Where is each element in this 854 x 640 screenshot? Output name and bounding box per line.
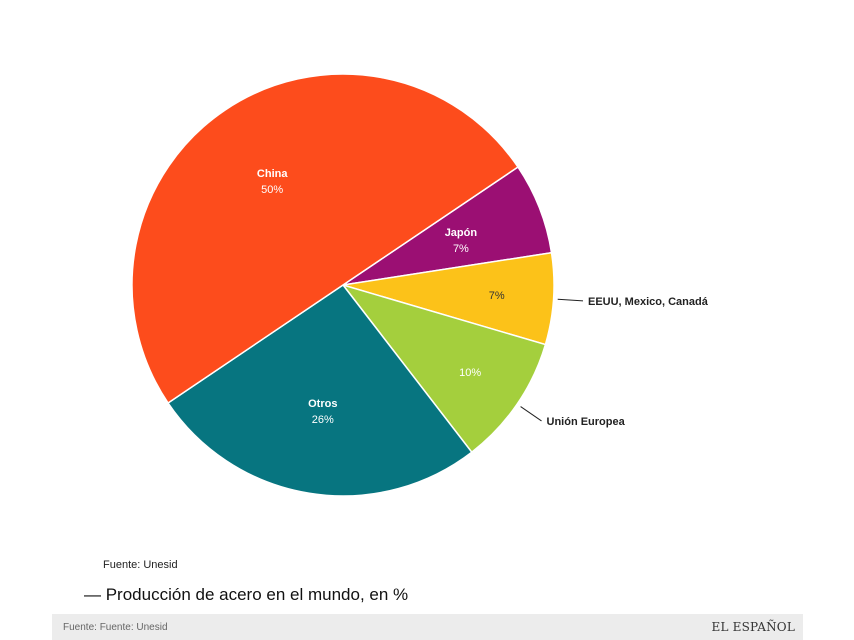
source-note: Fuente: Unesid bbox=[103, 559, 178, 571]
value-otros: 26% bbox=[312, 414, 334, 426]
pie-labels: Japón 7% 7% EEUU, Mexico, Canadá 10% Unión Eu… bbox=[257, 168, 709, 428]
pie-slices bbox=[131, 73, 555, 497]
label-eeuu-mexico-canada: EEUU, Mexico, Canadá bbox=[588, 296, 709, 308]
leader-line-union-europea bbox=[520, 406, 542, 422]
footer-source: Fuente: Fuente: Unesid bbox=[63, 622, 168, 633]
label-otros: Otros bbox=[308, 398, 337, 410]
value-union-europea: 10% bbox=[459, 367, 481, 379]
value-china: 50% bbox=[261, 184, 283, 196]
chart-caption: — Producción de acero en el mundo, en % bbox=[84, 585, 409, 604]
leader-line-eeuu-mexico-canada bbox=[557, 298, 584, 302]
label-japon: Japón bbox=[445, 227, 478, 239]
brand-logo[interactable]: EL ESPAÑOL bbox=[711, 620, 795, 634]
footer-bar: Fuente: Fuente: Unesid EL ESPAÑOL bbox=[52, 614, 803, 640]
slice-otros[interactable] bbox=[167, 283, 473, 497]
slice-union-europea[interactable] bbox=[340, 283, 547, 454]
pie-chart: Japón 7% 7% EEUU, Mexico, Canadá 10% Unión Eu… bbox=[131, 73, 709, 497]
value-eeuu-mexico-canada: 7% bbox=[489, 290, 505, 302]
slice-china[interactable] bbox=[131, 73, 519, 405]
label-union-europea: Unión Europea bbox=[547, 416, 626, 428]
label-china: China bbox=[257, 168, 288, 180]
value-japon: 7% bbox=[453, 243, 469, 255]
